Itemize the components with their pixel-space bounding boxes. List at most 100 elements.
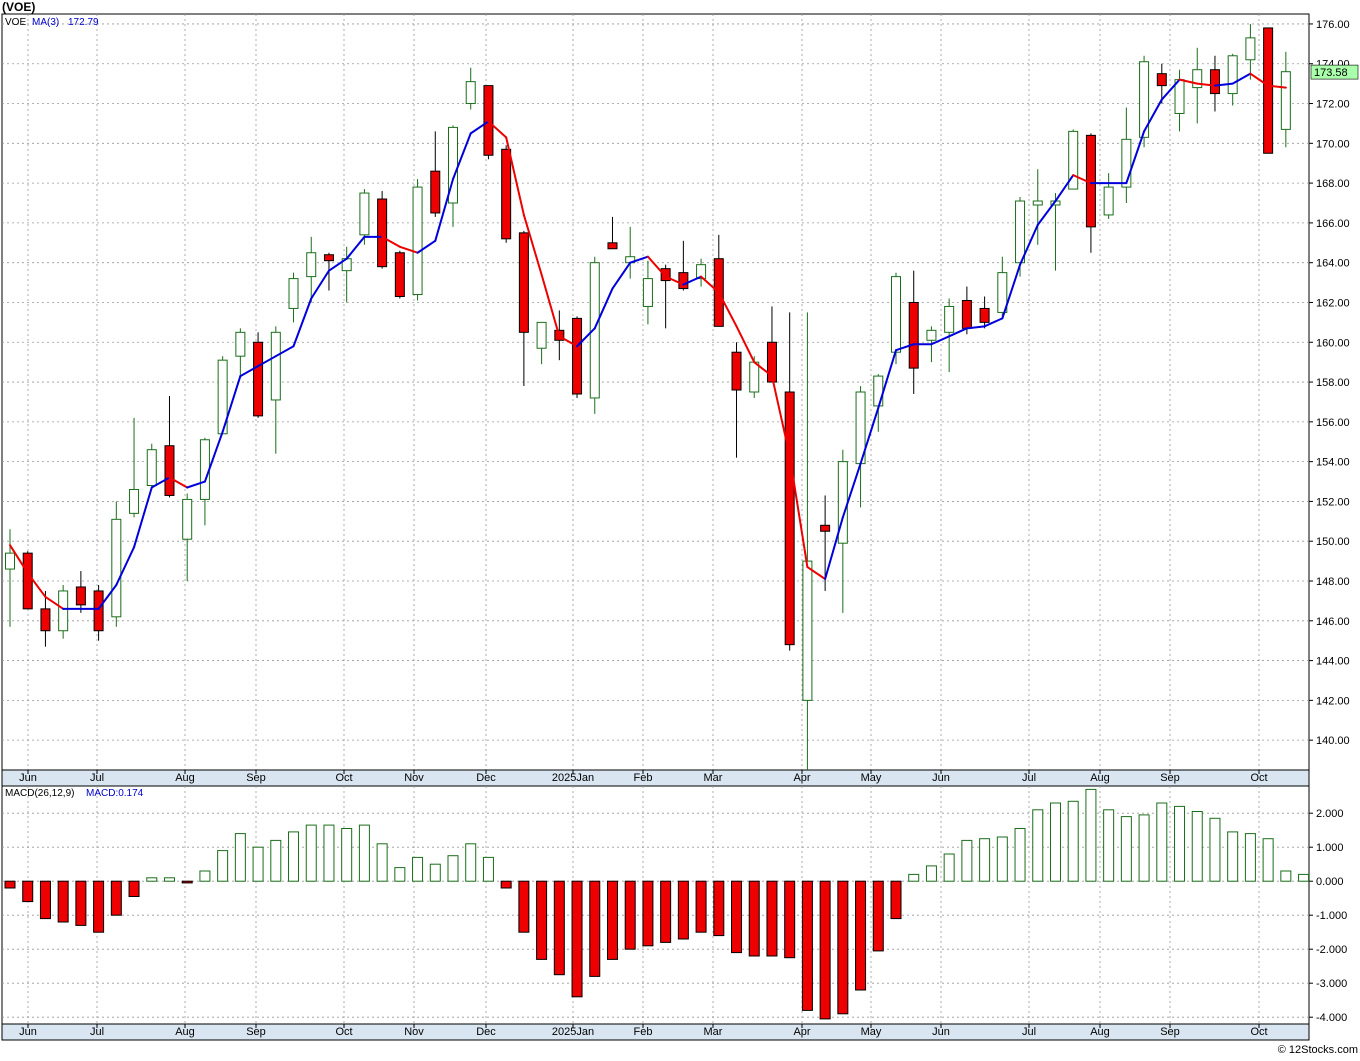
price-x-tick-label: Feb <box>634 772 653 784</box>
macd-bar <box>412 856 424 882</box>
price-x-tick-label: Jul <box>1022 772 1036 784</box>
macd-bar <box>518 880 530 933</box>
price-y-tick-label: 152.00 <box>1316 496 1350 508</box>
ma3-segment <box>1267 84 1287 89</box>
candle-body <box>58 590 69 632</box>
macd-bar <box>837 880 849 1015</box>
macd-bar <box>784 880 796 959</box>
candle-body <box>182 498 193 540</box>
macd-bar <box>890 880 902 920</box>
macd-y-tick-label: 1.000 <box>1316 842 1344 854</box>
ma3-segment <box>434 178 454 242</box>
candle-body <box>642 278 653 307</box>
candle-body <box>820 524 831 532</box>
candle-body <box>1280 71 1291 130</box>
macd-x-tick-label: Mar <box>704 1026 723 1038</box>
macd-bar <box>677 880 689 940</box>
price-y-tick-label: 142.00 <box>1316 695 1350 707</box>
candle-body <box>93 590 104 632</box>
ma3-segment <box>97 583 118 610</box>
macd-bar <box>925 865 937 882</box>
chart-title: (VOE) <box>2 0 36 14</box>
candle-body <box>1015 200 1026 264</box>
candle-body <box>412 186 423 296</box>
macd-bar <box>323 824 335 882</box>
candle-body <box>926 329 937 341</box>
candle-body <box>961 299 972 329</box>
macd-x-tick-label: Oct <box>1250 1026 1267 1038</box>
candle-body <box>891 276 901 353</box>
candle-body <box>359 192 370 236</box>
ma-label: MA(3) <box>32 17 59 28</box>
ma3-segment <box>345 235 366 260</box>
candle-body <box>288 278 299 309</box>
macd-bar <box>93 880 105 933</box>
macd-bar <box>1209 817 1221 882</box>
macd-bar <box>57 880 69 923</box>
macd-bar <box>1262 838 1274 882</box>
ma-value: 172.79 <box>68 17 99 28</box>
ma3-segment <box>292 297 313 348</box>
candle-body <box>1139 61 1150 138</box>
macd-x-tick-label: Feb <box>634 1026 653 1038</box>
macd-y-tick-label: 0.000 <box>1316 876 1344 888</box>
ma3-segment <box>1178 78 1199 85</box>
macd-x-tick-label: Apr <box>793 1026 810 1038</box>
macd-bar <box>1103 809 1115 882</box>
macd-bar <box>1049 802 1061 882</box>
ma3-segment <box>664 275 685 286</box>
macd-bar <box>766 880 778 957</box>
macd-bar <box>500 880 512 889</box>
ma3-segment <box>452 132 472 181</box>
candle-body <box>164 445 175 496</box>
candle-body <box>199 439 210 500</box>
ma3-segment <box>1213 82 1234 87</box>
ma3-segment <box>1125 130 1146 185</box>
macd-bar <box>4 880 16 889</box>
macd-bar <box>234 833 246 882</box>
macd-bar <box>1085 788 1097 882</box>
candle-body <box>766 341 777 383</box>
candle-body <box>1156 73 1167 87</box>
macd-bar <box>695 880 707 933</box>
macd-bar <box>146 877 158 882</box>
ma3-segment <box>1019 223 1039 266</box>
price-y-tick-label: 146.00 <box>1316 616 1350 628</box>
ma3-segment <box>859 406 880 465</box>
macd-bar <box>1067 800 1079 882</box>
price-x-tick-label: Apr <box>793 772 810 784</box>
macd-bar <box>979 838 991 882</box>
price-y-tick-label: 150.00 <box>1316 536 1350 548</box>
price-x-tick-label: Dec <box>476 772 496 784</box>
candle-body <box>306 252 317 278</box>
candle-body <box>1209 69 1220 95</box>
macd-bar <box>482 856 494 882</box>
macd-bar <box>660 880 672 943</box>
macd-bar <box>855 880 867 991</box>
candle-body <box>377 198 388 268</box>
ma3-line <box>9 72 1287 610</box>
price-y-tick-label: 170.00 <box>1316 138 1350 150</box>
ma3-segment <box>9 544 29 575</box>
macd-bar <box>819 880 831 1020</box>
ma3-segment <box>150 476 171 489</box>
ma3-segment <box>841 462 862 519</box>
price-y-tick-label: 160.00 <box>1316 337 1350 349</box>
candles <box>5 23 1291 770</box>
macd-bar <box>394 867 406 882</box>
candle-body <box>1227 55 1238 95</box>
macd-bar <box>465 843 477 882</box>
ma3-segment <box>1160 78 1181 101</box>
ma3-segment <box>416 239 437 254</box>
macd-bar <box>288 831 300 882</box>
macd-x-tick-label: Sep <box>246 1026 266 1038</box>
candle-body <box>660 268 671 282</box>
candle-body <box>1174 79 1185 114</box>
ma3-segment <box>44 595 65 610</box>
macd-bar <box>270 839 282 882</box>
macd-y-tick-label: -4.000 <box>1316 1012 1347 1024</box>
macd-bar <box>943 853 955 882</box>
macd-bar <box>996 836 1008 882</box>
